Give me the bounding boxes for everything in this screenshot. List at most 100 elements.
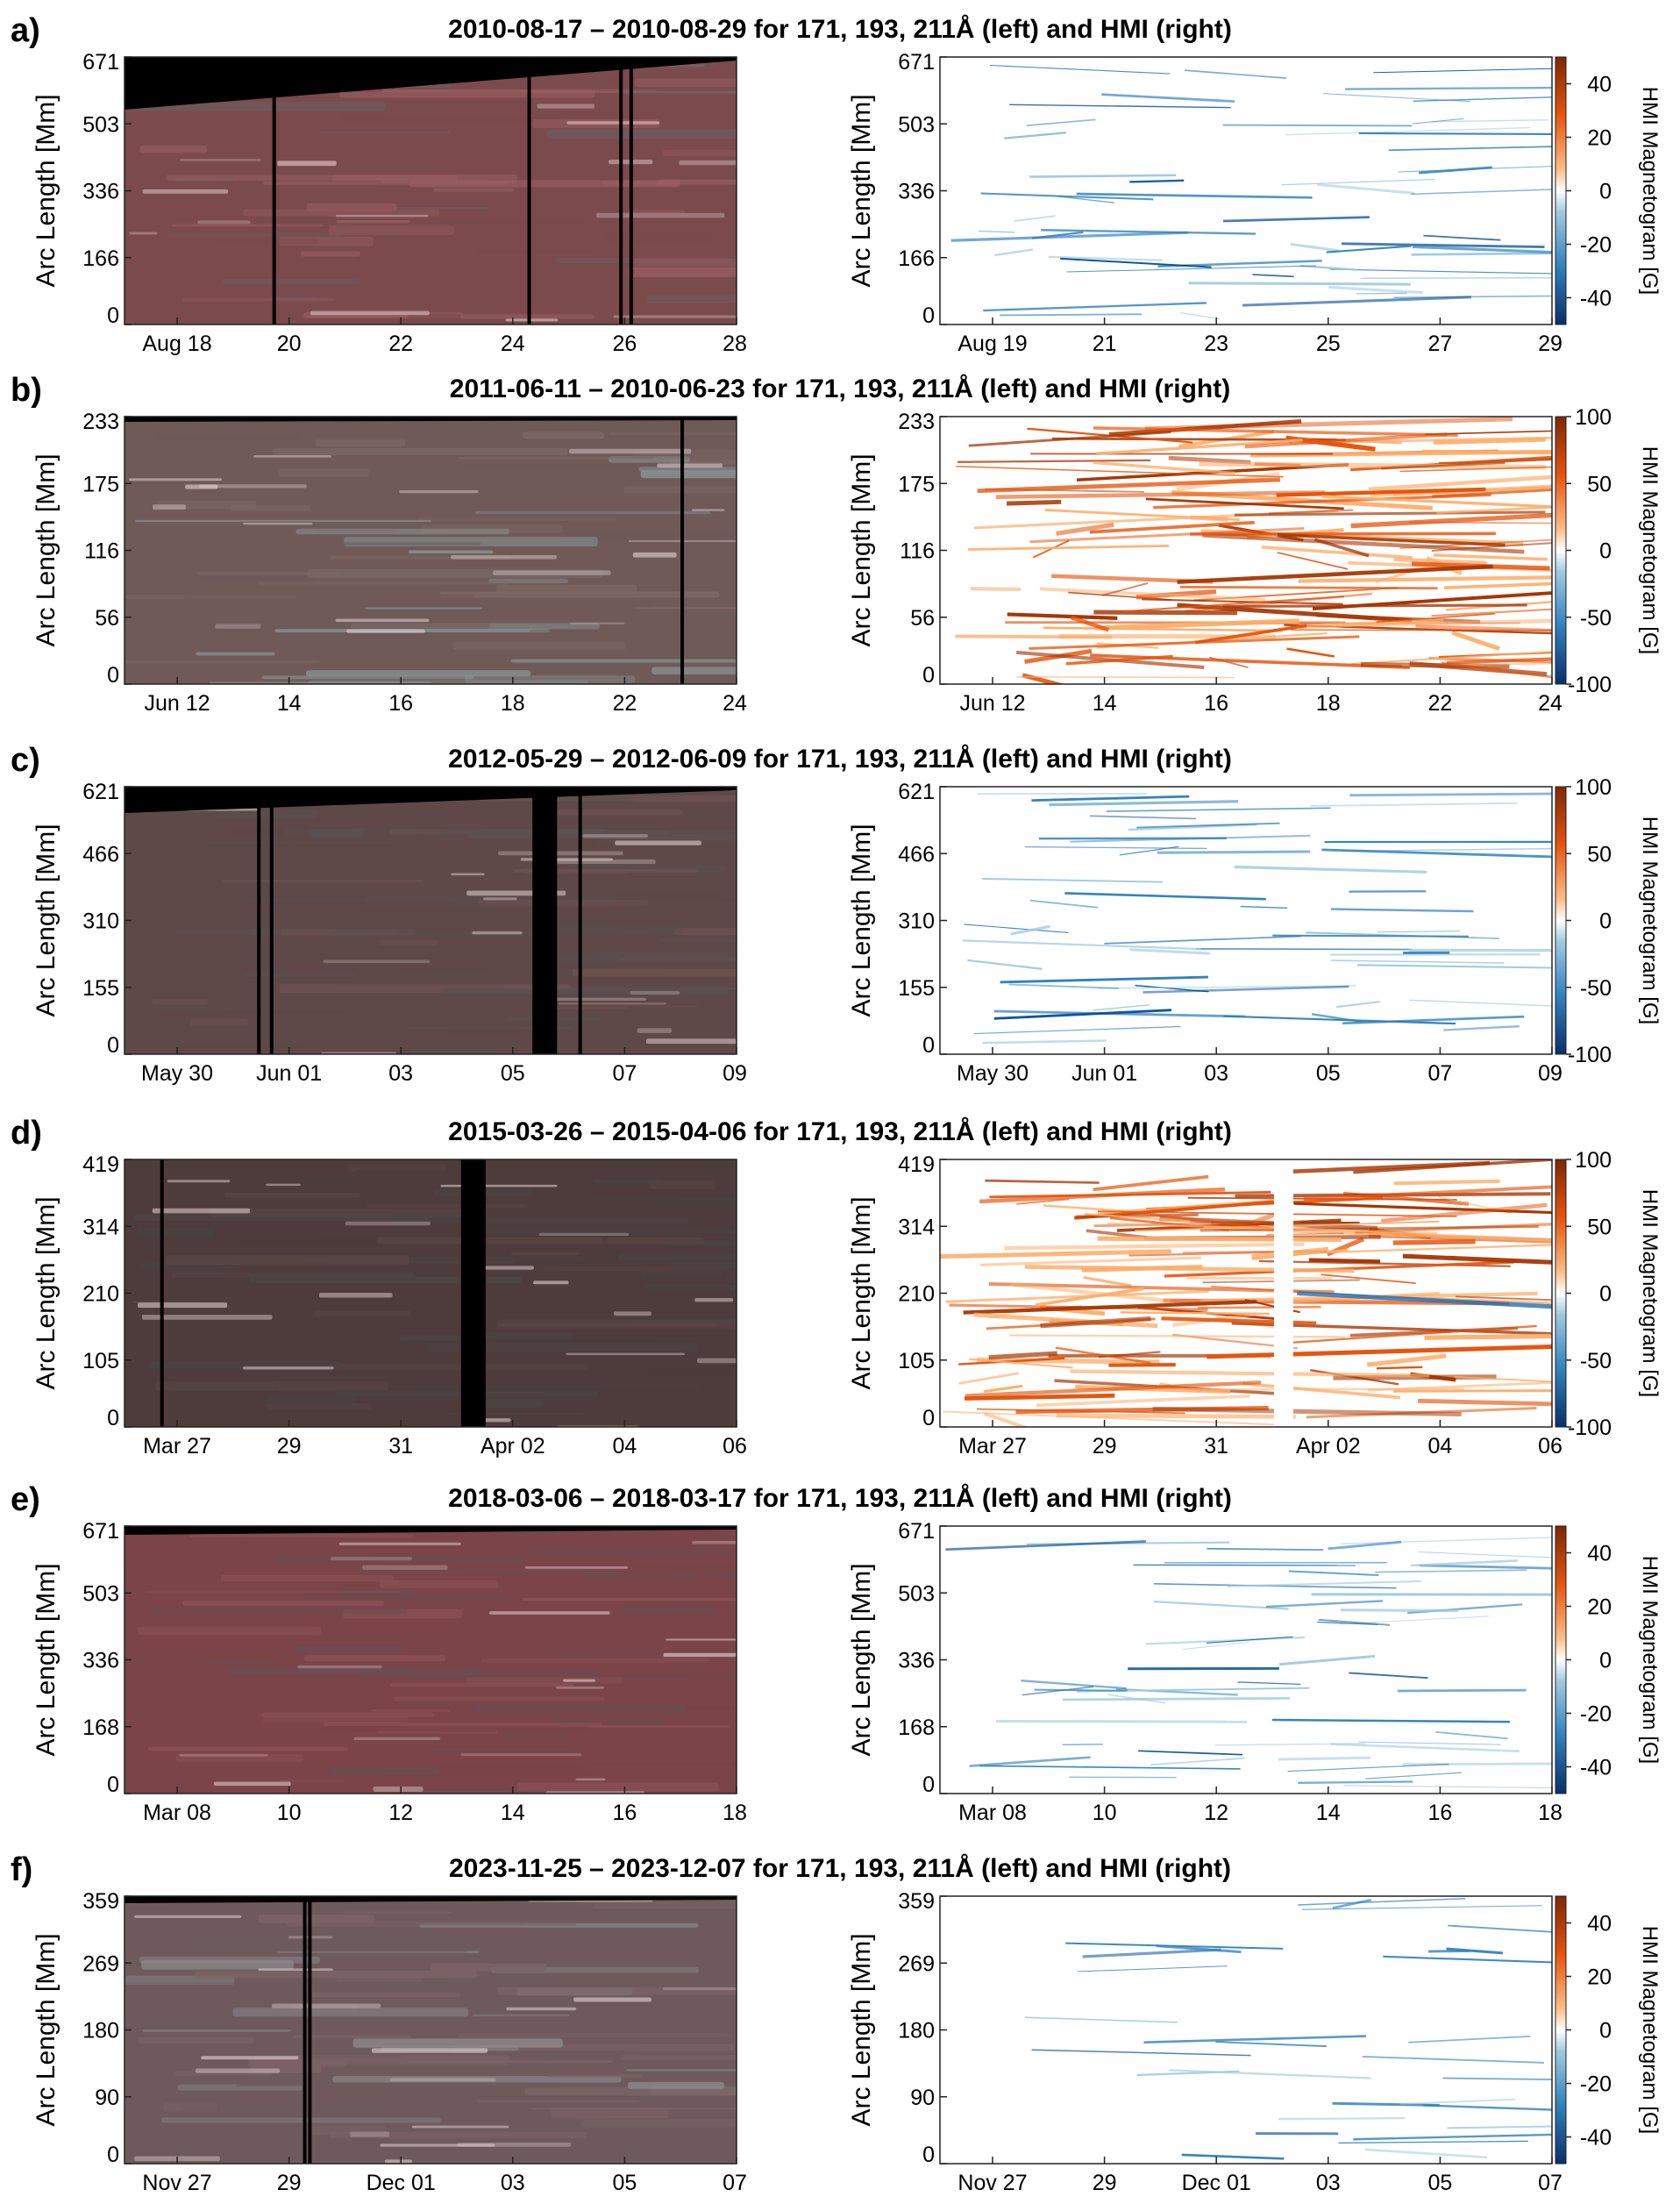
- hmi-streak: [1353, 1159, 1552, 1174]
- aia-bright-streak: [330, 1557, 412, 1561]
- y-axis-label: Arc Length [Mm]: [847, 1563, 876, 1756]
- hmi-streak: [1393, 1389, 1552, 1393]
- hmi-streak: [1179, 585, 1438, 590]
- aia-streak: [220, 1574, 395, 1582]
- colorbar-tick-label: 50: [1587, 1215, 1612, 1239]
- aia-streak: [589, 1763, 737, 1766]
- y-axis-label: Arc Length [Mm]: [32, 94, 61, 287]
- aia-bright-streak: [195, 2068, 281, 2073]
- x-tick-label: 14: [1093, 691, 1117, 716]
- aia-streak: [232, 2008, 469, 2017]
- hmi-streak: [1150, 1757, 1245, 1766]
- hmi-streak: [1408, 948, 1552, 952]
- x-tick-label: 14: [277, 691, 302, 716]
- aia-streak: [160, 259, 312, 264]
- hmi-streak: [1362, 2055, 1544, 2064]
- aia-streak: [261, 675, 474, 680]
- y-tick-label: 0: [107, 663, 119, 688]
- aia-streak: [646, 294, 737, 304]
- aia-streak: [452, 641, 626, 650]
- y-tick-label: 419: [898, 1152, 935, 1177]
- hmi-streak: [973, 1312, 1158, 1329]
- aia-streak: [619, 1979, 737, 1987]
- aia-streak: [354, 1649, 556, 1655]
- hmi-streak: [1101, 581, 1149, 596]
- aia-streak: [575, 1532, 737, 1537]
- aia-streak: [336, 1978, 423, 1983]
- hmi-streak: [1332, 1898, 1372, 1909]
- aia-streak: [328, 225, 455, 235]
- y-tick-label: 671: [82, 50, 119, 75]
- colorbar-label: HMI Magnetogram [G]: [1638, 87, 1662, 295]
- hmi-streak: [1336, 1001, 1380, 1009]
- aia-streak: [276, 1951, 481, 1953]
- y-tick-label: 359: [82, 1889, 119, 1914]
- aia-streak: [138, 2036, 254, 2044]
- hmi-streak: [993, 248, 1034, 257]
- hmi-streak: [1393, 1179, 1500, 1186]
- x-tick-label: 29: [277, 1434, 302, 1459]
- hmi-streak: [1442, 2077, 1552, 2081]
- hmi-streak: [1375, 1569, 1527, 1573]
- hmi-streak: [1039, 587, 1266, 602]
- hmi-streak: [973, 1025, 1181, 1035]
- aia-streak: [554, 821, 659, 824]
- aia-bright-streak: [258, 1968, 333, 1972]
- y-axis-label: Arc Length [Mm]: [32, 1933, 61, 2126]
- aia-bright-streak: [440, 1184, 558, 1188]
- panel-title: 2012-05-29 – 2012-06-09 for 171, 193, 21…: [448, 745, 1232, 774]
- hmi-streak: [1419, 1564, 1552, 1570]
- hmi-streak: [1446, 657, 1552, 665]
- hmi-streak: [1060, 257, 1212, 268]
- hmi-streak: [1316, 613, 1481, 624]
- hmi-streak: [1383, 1955, 1552, 1964]
- hmi-streak: [1133, 1564, 1356, 1566]
- hmi-streak: [1321, 848, 1552, 859]
- hmi-streak: [1181, 2153, 1285, 2160]
- hmi-streak: [1093, 1174, 1209, 1192]
- aia-streak: [317, 1726, 592, 1732]
- aia-streak: [152, 999, 209, 1005]
- aia-streak: [634, 796, 737, 802]
- y-tick-label: 0: [922, 303, 935, 328]
- panel-e: e) 2018-03-06 – 2018-03-17 for 171, 193, …: [11, 1481, 1662, 1825]
- hmi-streak: [1199, 1225, 1539, 1232]
- hmi-streak: [956, 466, 1284, 478]
- hmi-streak: [1322, 93, 1470, 103]
- aia-image: [125, 1526, 737, 1794]
- aia-streak: [231, 1008, 345, 1015]
- hmi-background: [940, 1896, 1552, 2164]
- hmi-streak: [1330, 268, 1552, 275]
- y-tick-label: 180: [82, 2019, 119, 2044]
- hmi-streak: [1004, 1242, 1305, 1251]
- aia-streak: [624, 2062, 737, 2065]
- aia-streak: [165, 1255, 409, 1266]
- hmi-streak: [983, 1411, 1030, 1427]
- colorbar-label: HMI Magnetogram [G]: [1638, 1189, 1662, 1397]
- panel-label: a): [11, 12, 40, 49]
- hmi-streak: [945, 1540, 1146, 1551]
- aia-streak: [286, 1922, 577, 1927]
- x-tick-label: May 30: [957, 1061, 1029, 1086]
- y-tick-label: 310: [898, 909, 935, 934]
- aia-bright-streak: [266, 1183, 301, 1187]
- hmi-streak: [1310, 1368, 1399, 1386]
- aia-image: [125, 57, 737, 325]
- aia-streak: [209, 681, 433, 684]
- aia-streak: [510, 659, 737, 663]
- aia-streak: [230, 505, 311, 511]
- hmi-streak: [1138, 1750, 1243, 1756]
- x-tick-label: 18: [1316, 691, 1341, 716]
- aia-streak: [152, 1607, 407, 1615]
- aia-streak: [235, 432, 324, 436]
- x-tick-label: 14: [1316, 1801, 1341, 1825]
- hmi-background: [940, 787, 1552, 1054]
- aia-bright-streak: [538, 1232, 630, 1236]
- aia-bright-streak: [153, 504, 186, 510]
- colorbar-label: HMI Magnetogram [G]: [1638, 1926, 1662, 2134]
- hmi-streak: [943, 1410, 1286, 1426]
- aia-streak: [304, 1595, 507, 1600]
- aia-streak: [576, 1901, 737, 1909]
- aia-data-gap: [160, 1159, 164, 1427]
- aia-streak: [617, 1253, 737, 1260]
